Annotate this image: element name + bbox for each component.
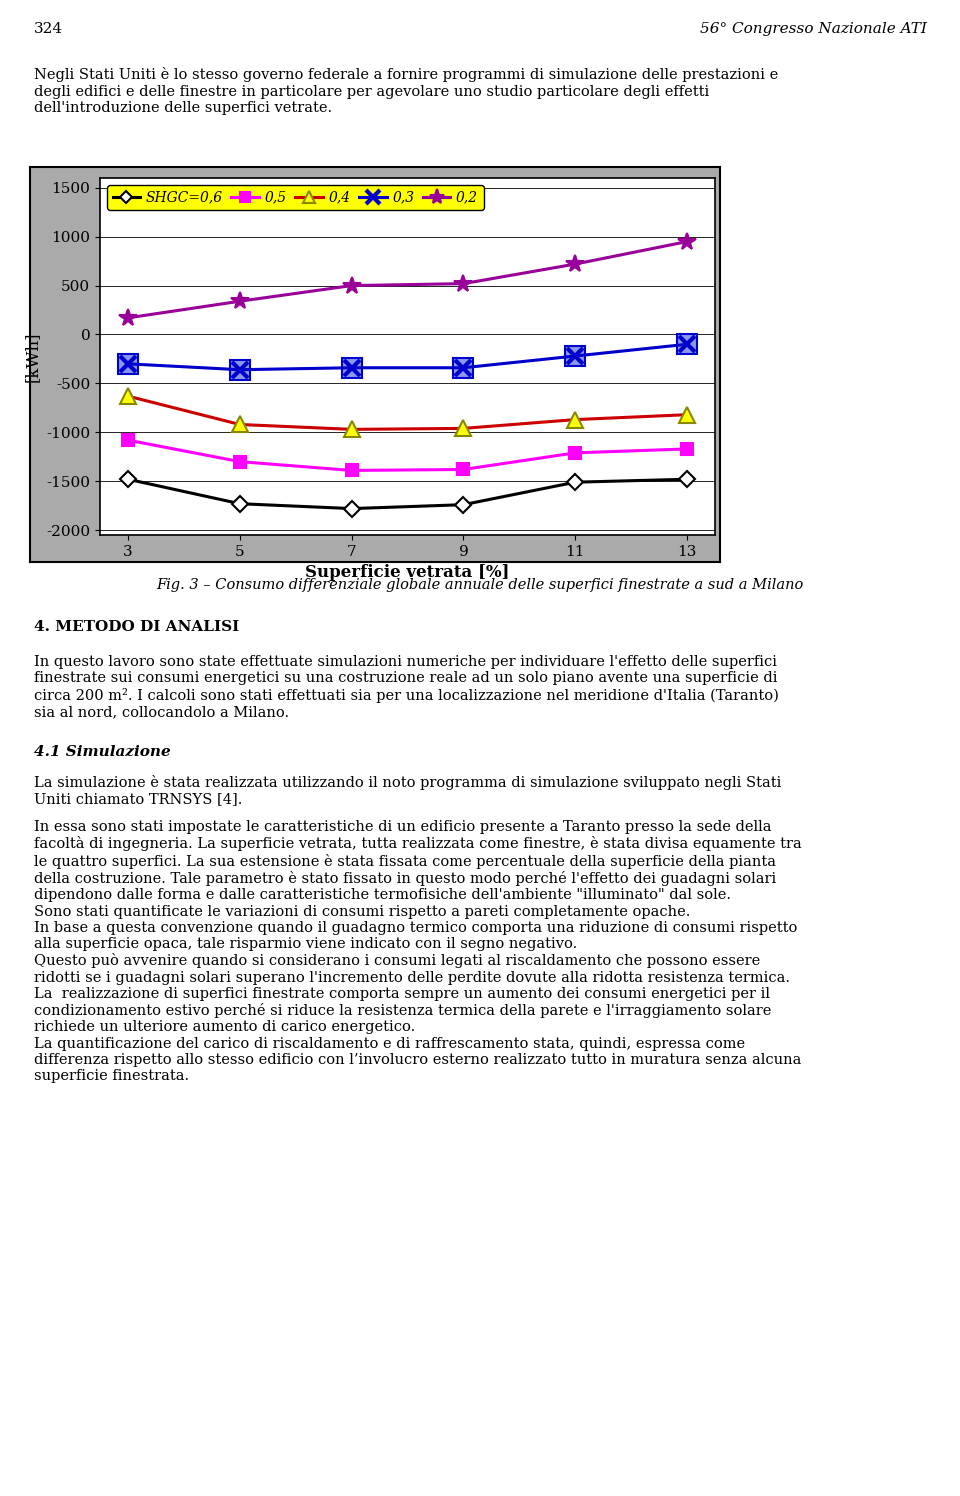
0,4	[234, 416, 246, 434]
0,4	[682, 405, 693, 423]
0,3	[234, 361, 246, 378]
0,4	[346, 420, 357, 438]
0,5	[569, 444, 581, 462]
0,2	[458, 275, 469, 293]
SHGC=0,6	[569, 473, 581, 491]
0,4	[458, 419, 469, 437]
0,3	[346, 359, 357, 377]
SHGC=0,6	[234, 495, 246, 513]
0,2	[346, 277, 357, 295]
Line: SHGC=0,6: SHGC=0,6	[122, 474, 692, 515]
0,3	[458, 359, 469, 377]
Line: 0,3: 0,3	[120, 337, 695, 378]
0,3	[569, 347, 581, 365]
Line: 0,2: 0,2	[119, 232, 696, 328]
Y-axis label: [kWh]: [kWh]	[24, 331, 40, 381]
0,2	[569, 256, 581, 274]
0,5	[346, 461, 357, 479]
0,3	[682, 335, 693, 353]
Legend: SHGC=0,6, 0,5, 0,4, 0,3, 0,2: SHGC=0,6, 0,5, 0,4, 0,3, 0,2	[107, 186, 484, 209]
Text: Fig. 3 – Consumo differenziale globale annuale delle superfici finestrate a sud : Fig. 3 – Consumo differenziale globale a…	[156, 577, 804, 592]
0,4	[122, 387, 133, 405]
Text: 324: 324	[34, 22, 62, 36]
Text: Negli Stati Uniti è lo stesso governo federale a fornire programmi di simulazion: Negli Stati Uniti è lo stesso governo fe…	[34, 67, 778, 115]
Text: In essa sono stati impostate le caratteristiche di un edificio presente a Tarant: In essa sono stati impostate le caratter…	[34, 820, 802, 1083]
0,2	[682, 232, 693, 250]
0,5	[234, 453, 246, 471]
SHGC=0,6	[458, 495, 469, 513]
SHGC=0,6	[122, 470, 133, 488]
0,2	[122, 308, 133, 326]
SHGC=0,6	[682, 470, 693, 488]
X-axis label: Superficie vetrata [%]: Superficie vetrata [%]	[305, 564, 510, 582]
Text: In questo lavoro sono state effettuate simulazioni numeriche per individuare l'e: In questo lavoro sono state effettuate s…	[34, 655, 779, 718]
0,2	[234, 292, 246, 310]
Line: 0,5: 0,5	[122, 434, 693, 477]
0,5	[458, 461, 469, 479]
Text: 4. METODO DI ANALISI: 4. METODO DI ANALISI	[34, 619, 239, 634]
0,3	[122, 355, 133, 373]
Text: La simulazione è stata realizzata utilizzando il noto programma di simulazione s: La simulazione è stata realizzata utiliz…	[34, 775, 781, 806]
0,4	[569, 410, 581, 428]
0,5	[682, 440, 693, 458]
Line: 0,4: 0,4	[120, 389, 695, 437]
Text: 56° Congresso Nazionale ATI: 56° Congresso Nazionale ATI	[700, 22, 926, 36]
0,5	[122, 431, 133, 449]
Text: 4.1 Simulazione: 4.1 Simulazione	[34, 745, 170, 758]
SHGC=0,6	[346, 500, 357, 518]
